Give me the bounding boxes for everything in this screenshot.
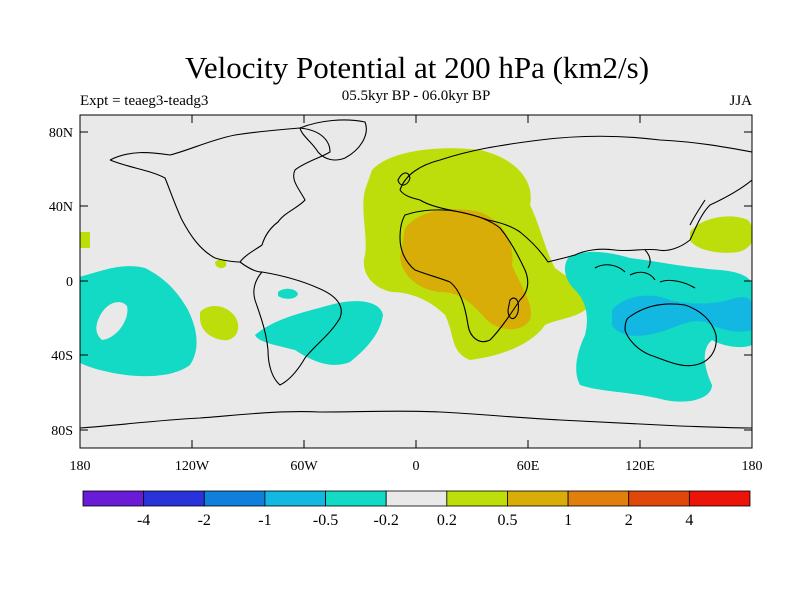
coast-madagascar <box>507 297 519 320</box>
colorbar-label: 0.2 <box>437 512 457 529</box>
colorbar-swatch <box>385 490 448 507</box>
lon-tick-label: 180 <box>70 459 91 474</box>
positive-region-south-america <box>200 306 239 341</box>
colorbar-swatch <box>203 490 266 507</box>
lat-tick-label: 40S <box>51 349 73 364</box>
lat-axis <box>80 131 752 431</box>
positive-region-pacific <box>690 216 752 253</box>
colorbar-swatch <box>628 490 690 507</box>
negative-hole-east-pacific <box>96 302 128 340</box>
colorbar-label: 4 <box>685 512 693 529</box>
lon-axis <box>79 115 753 448</box>
colorbar-swatch <box>507 490 569 507</box>
coast-north-america-west <box>109 159 241 263</box>
lon-tick-label: 60E <box>517 459 540 474</box>
colorbar-label: -1 <box>258 512 271 529</box>
positive-region-central-america <box>215 259 227 269</box>
coast-antarctica <box>80 410 752 429</box>
lat-tick-label: 80S <box>51 424 73 439</box>
negative-region-east-pacific <box>80 266 197 377</box>
coast-africa <box>399 209 529 343</box>
coast-north-america <box>109 127 331 273</box>
positive-core-africa <box>400 208 531 330</box>
coast-europe-asia <box>399 135 752 263</box>
plot-title: Velocity Potential at 200 hPa (km2/s) <box>184 50 650 85</box>
positive-region-west-edge <box>80 232 90 248</box>
colorbar-label: -0.5 <box>313 512 338 529</box>
lon-tick-label: 120E <box>625 459 655 474</box>
coast-south-america <box>253 271 342 386</box>
lon-tick-label: 180 <box>742 459 763 474</box>
negative-region-small-atlantic <box>278 288 298 299</box>
colorbar-label: -2 <box>198 512 211 529</box>
negative-region-south-atlantic <box>255 301 383 365</box>
lon-tick-label: 0 <box>413 459 420 474</box>
colorbar-label: 0.5 <box>497 512 517 529</box>
coast-japan <box>689 199 706 226</box>
experiment-label: Expt = teaeg3-teadg3 <box>80 93 209 109</box>
colorbar-label: 1 <box>564 512 572 529</box>
lat-tick-label: 40N <box>49 200 73 215</box>
negative-core-indo-pacific <box>612 295 752 336</box>
colorbar-label: -4 <box>137 512 150 529</box>
coast-australia <box>624 303 717 367</box>
coast-british-isles <box>397 172 411 186</box>
colorbar-swatch <box>143 490 205 507</box>
colorbar-swatch <box>82 490 145 507</box>
colorbar-swatch <box>325 490 387 507</box>
colorbar-swatch <box>688 490 751 507</box>
coast-maritime-continent <box>594 249 696 289</box>
contour-fills <box>80 148 752 402</box>
lon-tick-label: 60W <box>290 459 318 474</box>
season-label: JJA <box>729 93 752 109</box>
colorbar-label: 2 <box>625 512 633 529</box>
colorbar-swatch <box>264 490 326 507</box>
coastlines <box>80 119 752 429</box>
plot-subtitle: 05.5kyr BP - 06.0kyr BP <box>341 88 491 104</box>
lat-tick-label: 0 <box>66 275 73 290</box>
coast-greenland <box>299 119 367 161</box>
colorbar-label: -0.2 <box>374 512 399 529</box>
lat-tick-label: 80N <box>49 126 73 141</box>
colorbar-swatch <box>567 490 630 507</box>
colorbar: -4 -2 -1 -0.5 -0.2 0.2 0.5 1 2 4 <box>82 490 751 529</box>
lon-tick-label: 120W <box>175 459 210 474</box>
colorbar-swatch <box>446 490 508 507</box>
